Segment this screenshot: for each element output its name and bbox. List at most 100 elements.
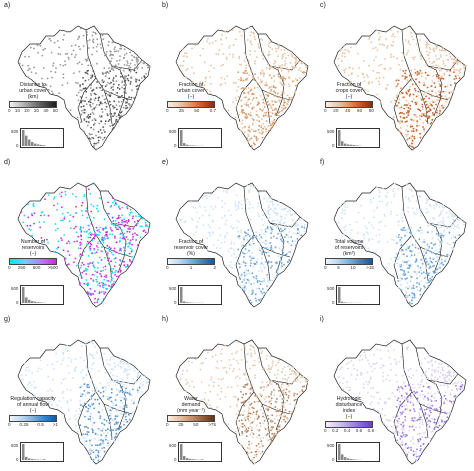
- station-point: [284, 236, 286, 238]
- station-point: [415, 103, 417, 106]
- station-point: [276, 226, 278, 229]
- station-point: [27, 203, 29, 206]
- basin-boundary: [401, 186, 429, 282]
- station-point: [410, 276, 413, 278]
- histogram-ymax: 500: [11, 286, 19, 291]
- station-point: [121, 360, 124, 363]
- station-point: [368, 221, 370, 224]
- station-point: [89, 192, 92, 195]
- station-point: [182, 369, 184, 372]
- station-point: [404, 294, 407, 297]
- station-point: [252, 276, 255, 278]
- station-point: [108, 92, 111, 94]
- station-point: [431, 237, 434, 240]
- station-point: [114, 365, 117, 367]
- station-point: [270, 245, 273, 247]
- station-point: [98, 122, 101, 125]
- station-point: [235, 38, 237, 40]
- station-point: [362, 73, 365, 76]
- station-point: [437, 261, 440, 264]
- station-point: [398, 98, 401, 101]
- station-point: [239, 79, 242, 82]
- station-point: [287, 70, 290, 73]
- station-point: [126, 264, 129, 266]
- station-point: [253, 35, 256, 38]
- station-point: [423, 97, 425, 100]
- station-point: [241, 127, 244, 129]
- station-point: [265, 290, 268, 293]
- station-point: [49, 85, 52, 88]
- station-point: [105, 53, 107, 56]
- station-point: [262, 75, 265, 78]
- station-point: [24, 374, 27, 377]
- station-point: [259, 289, 261, 292]
- station-point: [98, 282, 101, 285]
- station-point: [379, 349, 381, 351]
- station-point: [414, 420, 416, 422]
- station-point: [32, 205, 35, 208]
- station-point: [439, 232, 442, 235]
- station-point: [433, 400, 436, 402]
- station-point: [416, 401, 419, 403]
- station-point: [66, 388, 69, 391]
- station-point: [437, 224, 440, 227]
- station-point: [449, 411, 451, 414]
- station-point: [252, 420, 255, 423]
- map-panel: i) Hydrologic disturbance index (−) 0 0.2 0.…: [316, 314, 474, 471]
- station-point: [393, 431, 396, 434]
- station-point: [394, 262, 396, 264]
- station-point: [263, 72, 266, 75]
- station-point: [82, 45, 85, 47]
- station-point: [414, 417, 417, 420]
- station-point: [413, 387, 416, 389]
- station-point: [410, 79, 413, 82]
- legend-tick-label: 5: [337, 265, 340, 270]
- station-point: [261, 218, 263, 221]
- station-point: [454, 395, 457, 397]
- station-point: [402, 211, 405, 214]
- station-point: [243, 404, 246, 407]
- station-point: [429, 257, 432, 260]
- station-point: [426, 50, 428, 53]
- station-point: [127, 245, 130, 248]
- station-point: [419, 365, 422, 368]
- station-point: [126, 77, 129, 80]
- station-point: [262, 101, 264, 104]
- station-point: [133, 221, 136, 223]
- station-point: [95, 245, 98, 247]
- legend-tick-label: 80: [368, 108, 374, 113]
- station-point: [393, 433, 396, 436]
- station-point: [256, 104, 259, 106]
- station-point: [435, 253, 437, 256]
- station-point: [182, 64, 184, 67]
- station-point: [240, 276, 242, 279]
- station-point: [420, 115, 423, 118]
- station-point: [104, 122, 107, 125]
- station-point: [438, 414, 441, 416]
- station-point: [408, 294, 411, 297]
- station-point: [118, 206, 120, 209]
- station-point: [270, 232, 273, 234]
- station-point: [246, 261, 248, 264]
- histogram-bar: [350, 144, 353, 146]
- station-point: [367, 391, 369, 394]
- station-point: [220, 359, 223, 362]
- station-point: [249, 254, 252, 257]
- station-point: [274, 422, 276, 425]
- brazil-map: [17, 182, 151, 308]
- station-point: [442, 374, 444, 377]
- station-point: [396, 420, 399, 422]
- station-point: [118, 88, 121, 90]
- station-point: [439, 243, 442, 246]
- station-point: [257, 129, 260, 131]
- station-point: [417, 440, 420, 443]
- legend: Regulation capacity of annual flow (−) 0 0…: [8, 396, 58, 427]
- station-point: [115, 394, 118, 397]
- station-point: [257, 357, 260, 360]
- station-point: [261, 412, 264, 415]
- station-point: [270, 429, 272, 432]
- legend-tick-label: 50: [52, 108, 58, 113]
- station-point: [90, 210, 93, 213]
- station-point: [90, 341, 92, 343]
- station-point: [82, 226, 85, 229]
